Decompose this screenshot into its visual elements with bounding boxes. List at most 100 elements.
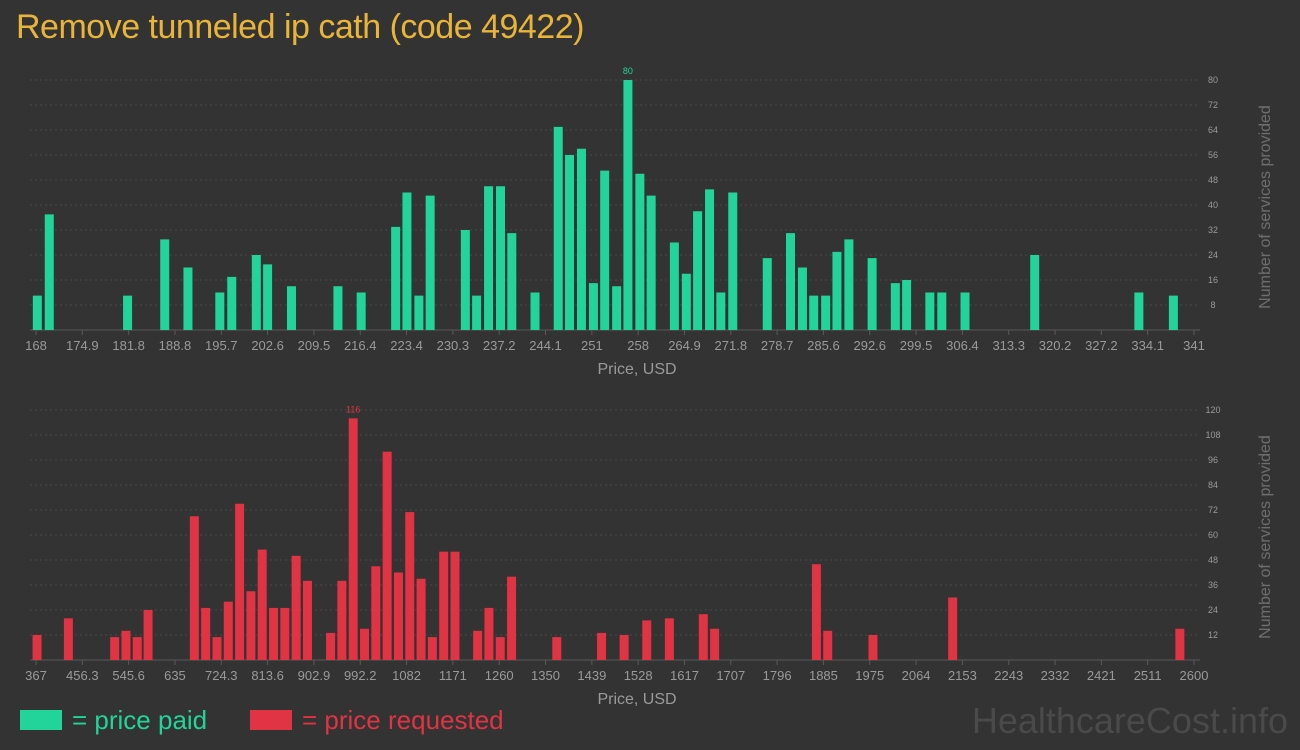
bar	[844, 239, 854, 330]
bar	[371, 566, 381, 660]
x-tick-label: 545.6	[112, 668, 145, 683]
x-tick-label: 992.2	[344, 668, 377, 683]
bar	[291, 555, 301, 660]
legend-requested-label: = price requested	[302, 704, 504, 735]
bar	[201, 607, 211, 660]
x-tick-label: 367	[25, 668, 47, 683]
bar	[612, 286, 622, 330]
bar	[623, 80, 633, 330]
bar	[868, 635, 878, 660]
bar	[235, 503, 245, 660]
x-tick-label: 902.9	[298, 668, 331, 683]
x-tick-label: 1528	[624, 668, 653, 683]
x-tick-label: 1171	[439, 668, 467, 683]
bar	[902, 280, 912, 330]
bar	[183, 267, 193, 330]
x-tick-label: 216.4	[344, 338, 377, 353]
bar	[425, 195, 435, 330]
bar	[32, 295, 42, 330]
y-tick-label: 24	[1208, 605, 1218, 615]
x-tick-label: 188.8	[159, 338, 192, 353]
bar	[227, 276, 237, 330]
x-tick-label: 1439	[577, 668, 606, 683]
x-tick-label: 724.3	[205, 668, 238, 683]
x-tick-label: 313.3	[992, 338, 1025, 353]
y-tick-label: 72	[1208, 100, 1218, 110]
x-tick-label: 1885	[809, 668, 838, 683]
x-tick-label: 230.3	[437, 338, 470, 353]
bar	[588, 283, 598, 330]
x-tick-label: 334.1	[1131, 338, 1164, 353]
bar	[785, 233, 795, 330]
y-tick-label: 120	[1205, 405, 1220, 415]
x-tick-label: 1975	[855, 668, 884, 683]
bar	[1134, 292, 1144, 330]
y-tick-label: 96	[1208, 455, 1218, 465]
bar	[123, 295, 133, 330]
bar	[698, 614, 708, 660]
bar	[405, 512, 415, 660]
bar	[552, 637, 562, 660]
bar	[439, 551, 449, 660]
x-tick-label: 341	[1183, 338, 1205, 353]
x-tick-label: 202.6	[251, 338, 284, 353]
x-tick-label: 2064	[902, 668, 931, 683]
bar	[890, 283, 900, 330]
y-tick-label: 16	[1208, 275, 1218, 285]
x-tick-label: 2332	[1041, 668, 1070, 683]
x-tick-label: 327.2	[1085, 338, 1118, 353]
x-tick-label: 635	[164, 668, 186, 683]
x-tick-label: 181.8	[112, 338, 145, 353]
x-tick-label: 2511	[1134, 668, 1162, 683]
price-paid-chart: 168 174.9 181.8 188.8 195.7 202.6 209.5 216.4 22…	[25, 66, 1274, 378]
bar	[664, 618, 674, 660]
bar	[333, 286, 343, 330]
bar	[246, 591, 256, 660]
x-tick-label: 1617	[670, 668, 699, 683]
y-tick-label: 32	[1208, 225, 1218, 235]
bar	[427, 637, 437, 660]
y-tick-label: 8	[1210, 300, 1215, 310]
bar	[484, 186, 494, 330]
bar	[326, 632, 336, 660]
y-tick-label: 56	[1208, 150, 1218, 160]
x-tick-label: 2600	[1180, 668, 1209, 683]
x-tick-label: 195.7	[205, 338, 238, 353]
x-tick-label: 813.6	[251, 668, 284, 683]
legend-paid-swatch	[20, 710, 62, 730]
bar	[937, 292, 947, 330]
bar	[472, 295, 482, 330]
x-tick-label: 1082	[392, 668, 421, 683]
y-axis-label: Number of services provided	[1257, 435, 1274, 639]
x-tick-label: 278.7	[761, 338, 794, 353]
bar	[693, 211, 703, 330]
price-requested-chart: 367 456.3 545.6 635 724.3 813.6 902.9 992.2 1082…	[25, 404, 1274, 708]
bar	[821, 295, 831, 330]
legend-paid-label: = price paid	[72, 704, 208, 735]
x-tick-label: 244.1	[529, 338, 562, 353]
x-tick-label: 292.6	[853, 338, 886, 353]
x-tick-label: 306.4	[946, 338, 979, 353]
bar	[823, 630, 833, 660]
bar	[728, 192, 738, 330]
y-tick-label: 80	[1208, 75, 1218, 85]
bar	[160, 239, 170, 330]
bar	[811, 564, 821, 660]
y-axis-label: Number of services provided	[1257, 105, 1274, 309]
bar	[530, 292, 540, 330]
y-tick-label: 60	[1208, 530, 1218, 540]
bar	[642, 620, 652, 660]
y-tick-label: 84	[1208, 480, 1218, 490]
bar	[302, 580, 312, 660]
x-tick-label: 320.2	[1039, 338, 1072, 353]
bar	[280, 607, 290, 660]
y-tick-label: 12	[1208, 630, 1218, 640]
bar	[716, 292, 726, 330]
max-value-label: 116	[346, 404, 360, 414]
bar	[507, 233, 517, 330]
x-tick-label: 174.9	[66, 338, 99, 353]
x-tick-label: 1350	[531, 668, 560, 683]
bar	[681, 273, 691, 330]
bar	[925, 292, 935, 330]
y-tick-label: 72	[1208, 505, 1218, 515]
